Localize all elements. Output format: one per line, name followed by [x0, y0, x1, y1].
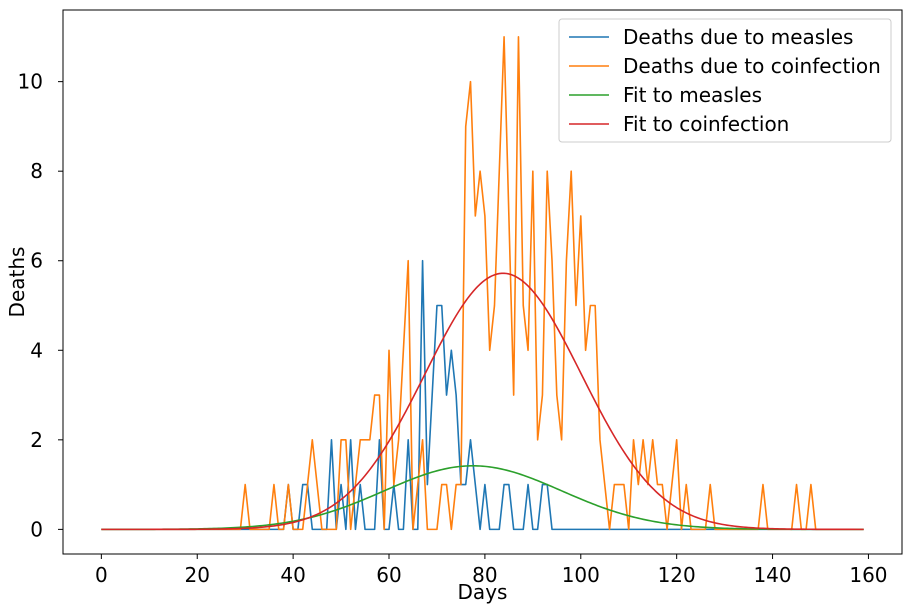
series-lines	[101, 36, 864, 531]
plot-area	[62, 9, 903, 555]
x-tick-label: 160	[849, 563, 887, 587]
series-line-1	[101, 36, 864, 531]
y-tick-label: 8	[30, 159, 43, 183]
y-tick-label: 2	[30, 428, 43, 452]
y-axis-label: Deaths	[5, 247, 29, 318]
y-tick-label: 0	[30, 517, 43, 541]
x-tick-label: 0	[95, 563, 108, 587]
x-tick-label: 100	[562, 563, 600, 587]
x-tick-label: 80	[472, 563, 497, 587]
plot-frame	[62, 9, 903, 555]
legend: Deaths due to measles Deaths due to coinf…	[558, 18, 892, 143]
series-line-2	[101, 465, 864, 531]
y-axis-ticks: 0 2 4 6 8 10	[18, 70, 63, 541]
x-tick-label: 20	[185, 563, 210, 587]
x-axis-label: Days	[458, 580, 508, 604]
x-tick-label: 140	[753, 563, 791, 587]
y-tick-label: 6	[30, 249, 43, 273]
y-tick-label: 4	[30, 338, 43, 362]
legend-items: Deaths due to measles Deaths due to coinf…	[569, 25, 881, 136]
x-tick-label: 120	[658, 563, 696, 587]
y-tick-label: 10	[18, 70, 43, 94]
legend-label: Fit to coinfection	[623, 112, 789, 136]
legend-label: Deaths due to measles	[623, 25, 853, 49]
series-line-3	[101, 272, 864, 531]
legend-label: Deaths due to coinfection	[623, 54, 881, 78]
x-axis-ticks: 0 20 40 60 80 100 120 140 160	[95, 554, 888, 587]
series-line-0	[101, 259, 864, 531]
legend-label: Fit to measles	[623, 83, 762, 107]
x-tick-label: 40	[280, 563, 305, 587]
legend-box	[558, 18, 892, 143]
x-tick-label: 60	[376, 563, 401, 587]
